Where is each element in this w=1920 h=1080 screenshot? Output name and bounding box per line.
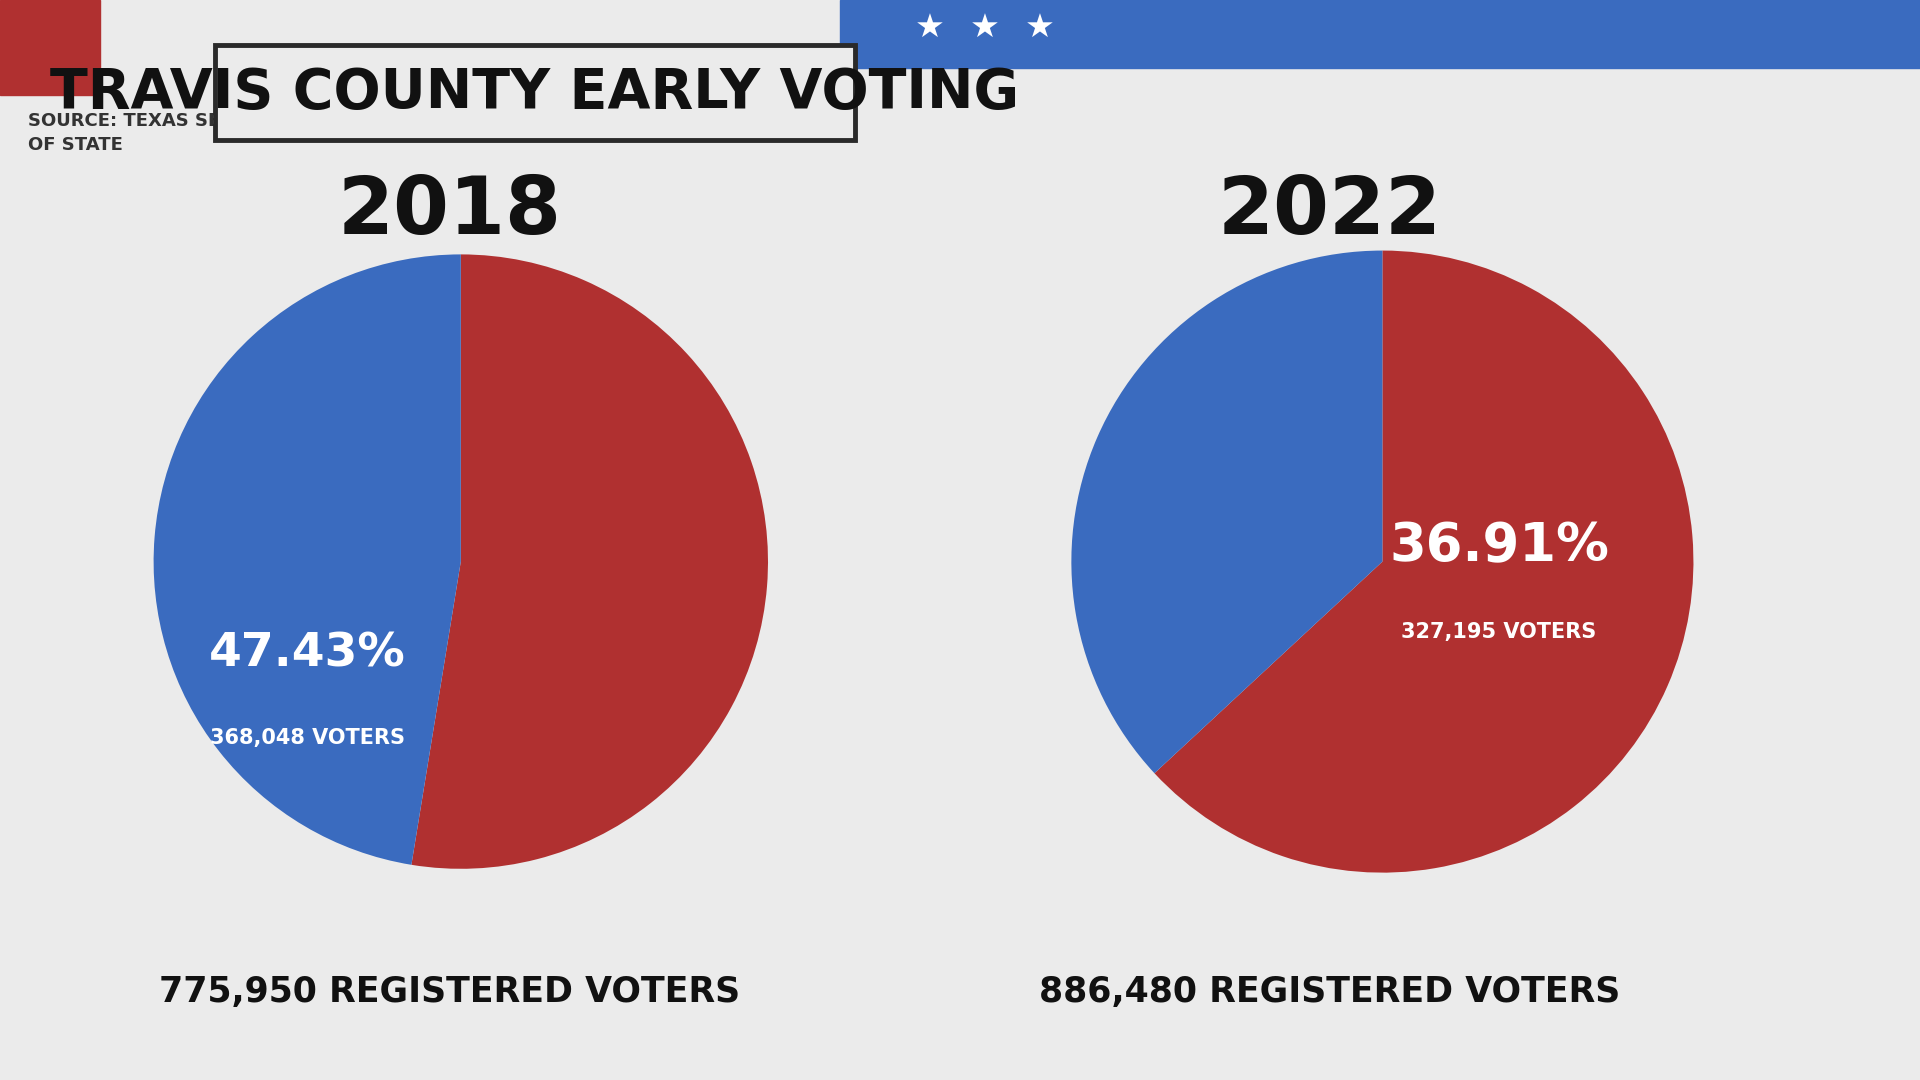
Wedge shape: [411, 255, 768, 868]
Text: SOURCE: TEXAS SECRETARY
OF STATE: SOURCE: TEXAS SECRETARY OF STATE: [29, 112, 311, 153]
Wedge shape: [154, 255, 461, 865]
Text: 368,048 VOTERS: 368,048 VOTERS: [209, 728, 405, 748]
Text: ★: ★: [916, 12, 945, 44]
Text: 2018: 2018: [338, 173, 563, 251]
Text: ★: ★: [1025, 12, 1054, 44]
FancyBboxPatch shape: [215, 45, 854, 140]
Text: 327,195 VOTERS: 327,195 VOTERS: [1402, 622, 1597, 642]
Bar: [0, 0, 100, 95]
Text: 47.43%: 47.43%: [209, 631, 405, 676]
Bar: [841, 0, 1920, 68]
Text: 2022: 2022: [1217, 173, 1442, 251]
Text: ★: ★: [970, 12, 1000, 44]
Text: 36.91%: 36.91%: [1388, 521, 1609, 572]
Text: TRAVIS COUNTY EARLY VOTING: TRAVIS COUNTY EARLY VOTING: [50, 66, 1020, 120]
Text: 886,480 REGISTERED VOTERS: 886,480 REGISTERED VOTERS: [1039, 975, 1620, 1009]
Wedge shape: [1154, 251, 1693, 873]
Wedge shape: [1071, 251, 1382, 773]
Text: 775,950 REGISTERED VOTERS: 775,950 REGISTERED VOTERS: [159, 975, 741, 1009]
